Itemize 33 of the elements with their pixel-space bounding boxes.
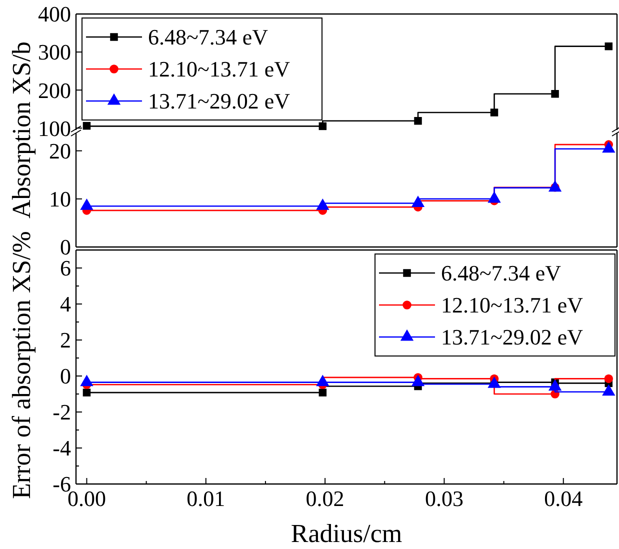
x-tick-label: 0.04 (544, 486, 583, 511)
point (551, 90, 559, 98)
x-tick-label: 0.01 (186, 486, 226, 511)
y-tick-label: 0 (60, 364, 71, 389)
y-tick-label: 100 (38, 116, 71, 141)
point (318, 388, 327, 396)
x-tick-label: 0.02 (306, 486, 344, 511)
y-axis-title: Absorption XS/b (7, 42, 36, 218)
y-tick-label: -4 (52, 436, 71, 461)
legend-label: 13.71~29.02 eV (148, 88, 290, 114)
legend-label: 6.48~7.34 eV (148, 24, 268, 50)
legend-label: 6.48~7.34 eV (441, 260, 562, 286)
y-tick-label: 2 (60, 328, 71, 353)
point (82, 122, 91, 130)
y-tick-label: -2 (52, 400, 71, 425)
point (318, 122, 327, 130)
legend-label: 13.71~29.02 eV (441, 324, 584, 350)
point (414, 117, 422, 125)
point (604, 42, 613, 50)
y-tick-label: 4 (60, 292, 71, 317)
legend-label: 12.10~13.71 eV (148, 56, 290, 82)
legend-label: 12.10~13.71 eV (441, 292, 584, 318)
x-axis-title: Radius/cm (290, 519, 402, 548)
point (604, 374, 614, 384)
y-axis-title: Error of absorption XS/% (7, 231, 36, 499)
y-tick-label: 300 (38, 40, 71, 65)
y-tick-label: 400 (38, 2, 71, 27)
y-tick-label: 200 (38, 78, 71, 103)
point (490, 108, 498, 116)
y-tick-label: 10 (49, 186, 71, 212)
x-tick-label: 0.03 (424, 486, 464, 511)
y-tick-label: 20 (49, 138, 71, 164)
point (82, 388, 91, 396)
